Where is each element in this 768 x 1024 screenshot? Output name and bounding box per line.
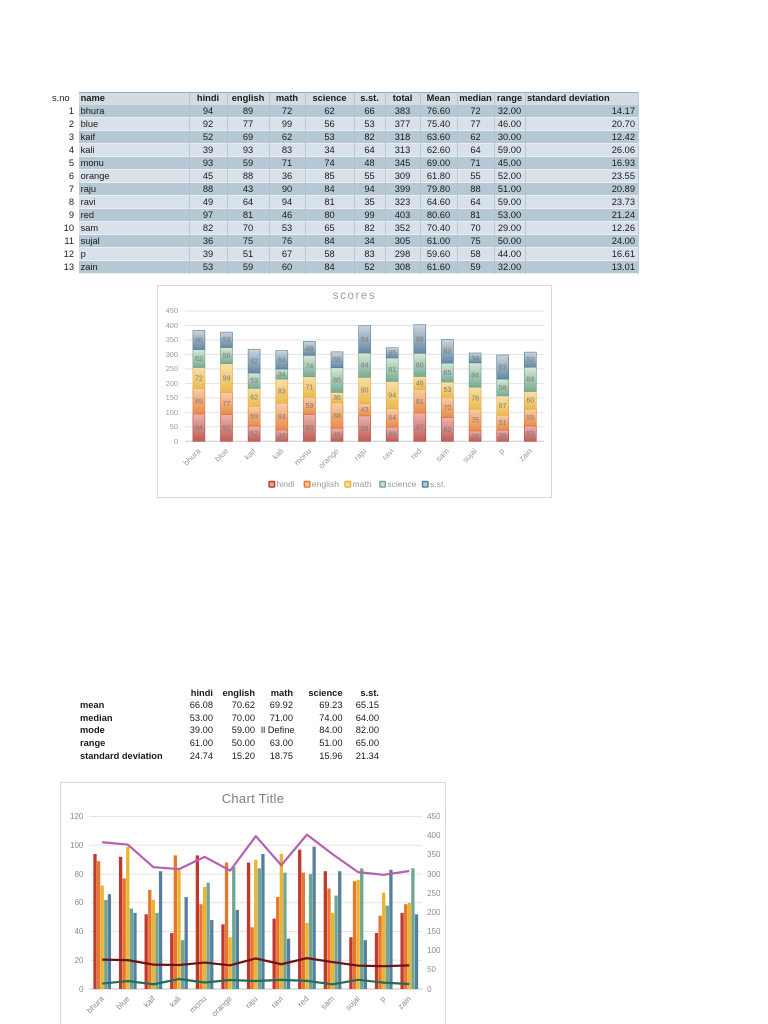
svg-text:93: 93 <box>306 425 314 432</box>
svg-text:ravi: ravi <box>269 994 285 1010</box>
svg-text:94: 94 <box>388 392 396 399</box>
svg-text:52: 52 <box>250 431 258 438</box>
svg-text:sujal: sujal <box>461 446 479 464</box>
svg-text:55: 55 <box>333 357 341 364</box>
svg-text:70: 70 <box>444 405 452 412</box>
svg-text:69: 69 <box>250 414 258 421</box>
svg-text:85: 85 <box>333 378 341 385</box>
svg-text:60: 60 <box>526 398 534 405</box>
svg-text:88: 88 <box>333 413 341 420</box>
svg-text:monu: monu <box>188 994 209 1015</box>
svg-text:92: 92 <box>223 425 231 432</box>
svg-text:sujal: sujal <box>344 994 362 1012</box>
svg-text:34: 34 <box>278 372 286 379</box>
svg-text:84: 84 <box>471 372 479 379</box>
svg-text:kaif: kaif <box>142 994 158 1010</box>
svg-text:zain: zain <box>517 447 534 464</box>
svg-text:67: 67 <box>499 403 507 410</box>
svg-text:94: 94 <box>361 337 369 344</box>
svg-text:53: 53 <box>444 387 452 394</box>
svg-text:orange: orange <box>317 446 341 470</box>
svg-text:90: 90 <box>361 388 369 395</box>
svg-text:77: 77 <box>223 401 231 408</box>
svg-text:ravi: ravi <box>380 446 396 462</box>
svg-text:62: 62 <box>250 395 258 402</box>
svg-text:36: 36 <box>333 395 341 402</box>
svg-text:93: 93 <box>278 414 286 421</box>
svg-text:72: 72 <box>195 375 203 382</box>
svg-text:p: p <box>497 446 507 456</box>
svg-text:74: 74 <box>306 363 314 370</box>
svg-text:97: 97 <box>416 425 424 432</box>
svg-text:39: 39 <box>278 433 286 440</box>
svg-text:59: 59 <box>526 415 534 422</box>
svg-text:82: 82 <box>444 349 452 356</box>
svg-text:94: 94 <box>195 425 203 432</box>
svg-text:red: red <box>409 447 424 462</box>
svg-text:83: 83 <box>499 364 507 371</box>
svg-text:53: 53 <box>223 337 231 344</box>
svg-text:zain: zain <box>396 994 413 1011</box>
svg-text:red: red <box>296 994 311 1009</box>
svg-text:43: 43 <box>361 407 369 414</box>
svg-text:kaif: kaif <box>243 446 259 462</box>
svg-text:80: 80 <box>416 362 424 369</box>
svg-text:orange: orange <box>210 994 234 1018</box>
svg-text:59: 59 <box>306 403 314 410</box>
svg-text:39: 39 <box>499 433 507 440</box>
svg-text:58: 58 <box>499 385 507 392</box>
svg-text:kali: kali <box>271 446 286 461</box>
svg-text:raju: raju <box>244 994 260 1010</box>
svg-text:45: 45 <box>333 432 341 439</box>
svg-text:81: 81 <box>416 399 424 406</box>
svg-text:66: 66 <box>195 337 203 344</box>
svg-text:blue: blue <box>114 994 131 1011</box>
svg-text:84: 84 <box>526 377 534 384</box>
svg-text:p: p <box>378 994 388 1004</box>
svg-text:bhura: bhura <box>85 994 106 1015</box>
svg-text:64: 64 <box>278 357 286 364</box>
svg-text:34: 34 <box>471 355 479 362</box>
svg-text:62: 62 <box>195 356 203 363</box>
svg-text:kali: kali <box>168 994 183 1009</box>
svg-text:99: 99 <box>223 375 231 382</box>
svg-text:56: 56 <box>223 353 231 360</box>
svg-text:65: 65 <box>444 370 452 377</box>
svg-text:52: 52 <box>526 357 534 364</box>
svg-text:81: 81 <box>388 367 396 374</box>
svg-text:46: 46 <box>416 381 424 388</box>
svg-text:35: 35 <box>388 350 396 357</box>
svg-text:82: 82 <box>250 359 258 366</box>
svg-text:82: 82 <box>444 427 452 434</box>
svg-text:76: 76 <box>471 396 479 403</box>
svg-text:sam: sam <box>319 994 336 1011</box>
svg-text:51: 51 <box>499 420 507 427</box>
svg-text:monu: monu <box>293 447 314 468</box>
svg-text:88: 88 <box>361 426 369 433</box>
svg-text:48: 48 <box>306 346 314 353</box>
svg-text:53: 53 <box>526 431 534 438</box>
svg-text:53: 53 <box>250 378 258 385</box>
svg-text:36: 36 <box>471 434 479 441</box>
svg-text:blue: blue <box>213 446 230 463</box>
svg-text:71: 71 <box>306 384 314 391</box>
svg-text:84: 84 <box>361 363 369 370</box>
svg-text:bhura: bhura <box>182 446 203 467</box>
svg-text:83: 83 <box>278 389 286 396</box>
svg-text:raju: raju <box>352 447 368 463</box>
svg-text:89: 89 <box>195 399 203 406</box>
svg-text:75: 75 <box>471 417 479 424</box>
svg-text:99: 99 <box>416 336 424 343</box>
svg-text:sam: sam <box>434 446 451 463</box>
svg-text:64: 64 <box>388 415 396 422</box>
svg-text:49: 49 <box>388 432 396 439</box>
